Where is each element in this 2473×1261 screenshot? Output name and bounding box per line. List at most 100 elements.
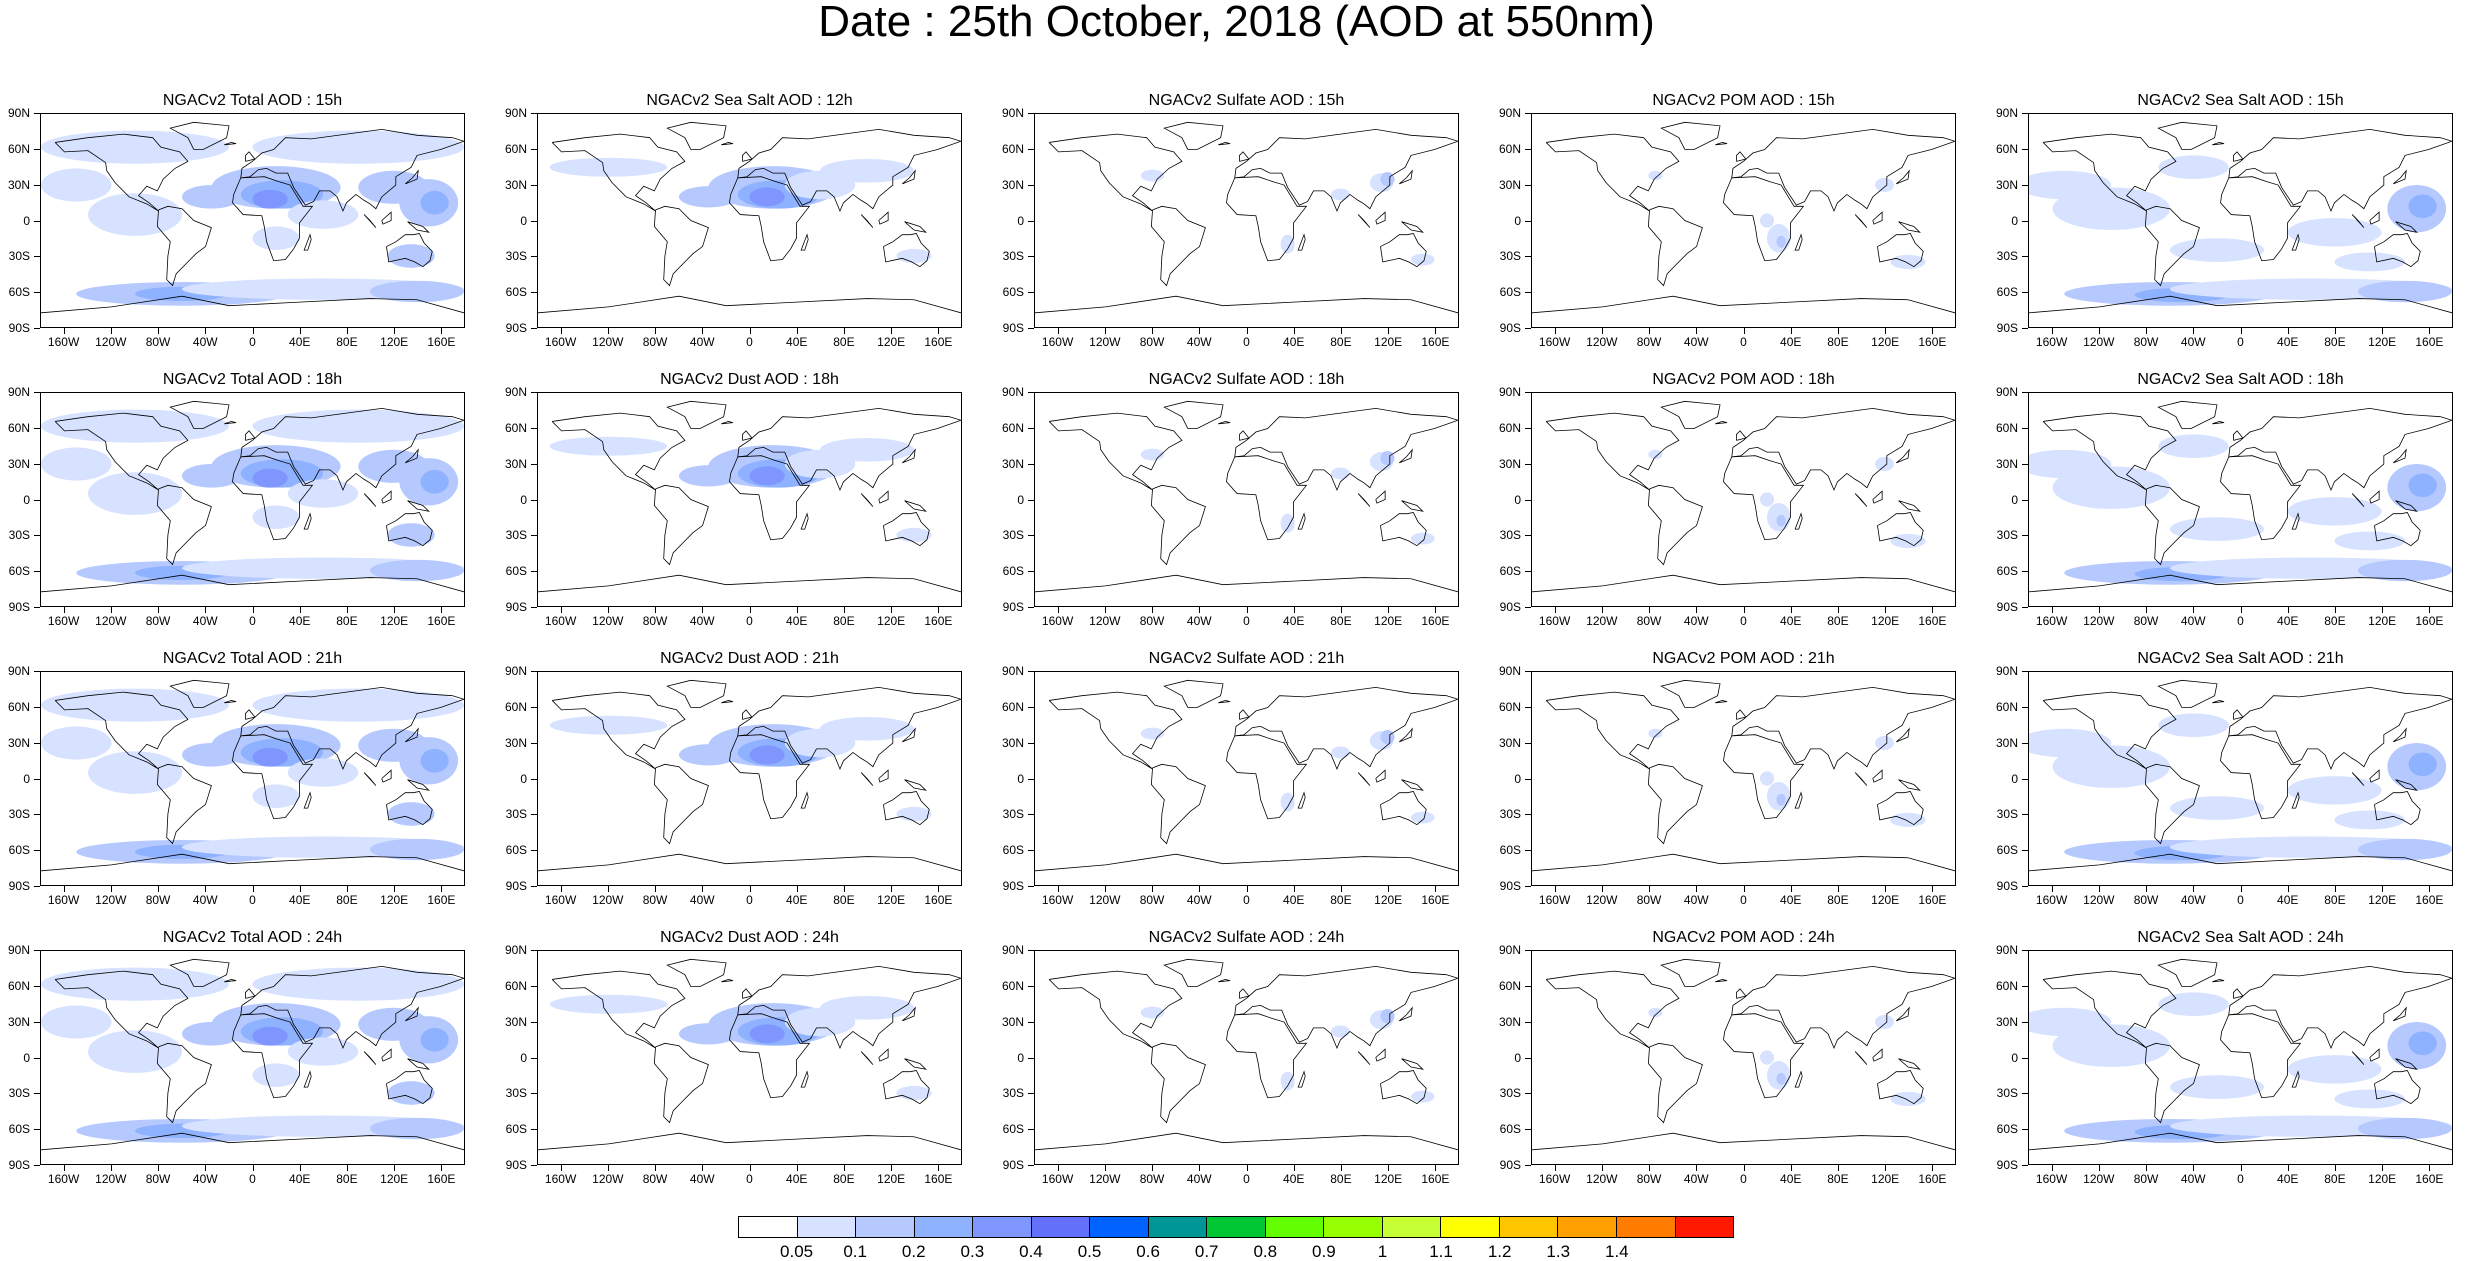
lat-label: 60S [1002, 843, 1024, 858]
coastline [1794, 233, 1803, 251]
aod-plume [1875, 177, 1894, 193]
coastline [2042, 412, 2177, 491]
coastline [737, 686, 961, 771]
lon-tick [2240, 886, 2242, 892]
lat-label: 90N [1995, 943, 2018, 957]
lat-tick [2022, 463, 2028, 465]
colorbar-box [1265, 1217, 1325, 1237]
lat-label: 60S [1002, 564, 1024, 579]
aod-map [538, 400, 961, 593]
lon-tick [63, 328, 65, 334]
lon-tick [299, 607, 301, 613]
aod-plume [252, 967, 464, 1001]
lat-label: 90S [1499, 600, 1521, 614]
aod-plume [1331, 1025, 1350, 1038]
coastline [381, 490, 392, 504]
lon-label: 80W [145, 335, 171, 349]
coastline [902, 727, 916, 743]
colorbar-label: 0.6 [1136, 1242, 1160, 1261]
aod-plume [252, 409, 464, 443]
coastline [1401, 500, 1424, 512]
aod-plume [88, 751, 182, 794]
lat-label: 30S [1499, 249, 1521, 264]
lon-label: 40E [289, 614, 311, 628]
lat-label: 90S [1499, 321, 1521, 335]
lat-tick [531, 571, 537, 573]
lat-tick [531, 1057, 537, 1059]
lat-label: 90S [8, 1158, 30, 1172]
colorbar-label: 0.5 [1077, 1242, 1102, 1261]
lon-tick [1293, 886, 1295, 892]
lat-tick [531, 328, 537, 329]
colorbar-label: 1.4 [1604, 1242, 1629, 1261]
lon-label: 40E [1780, 614, 1802, 628]
aod-plume [1280, 1071, 1295, 1091]
aod-plume [2170, 796, 2264, 820]
panel-title: NGACv2 Total AOD : 18h [162, 371, 343, 388]
lon-tick [2051, 607, 2053, 613]
lat-label: 60N [1995, 699, 2018, 714]
lat-label: 60S [1002, 1122, 1024, 1137]
lon-tick [1199, 886, 1201, 892]
panel-title: NGACv2 Sulfate AOD : 18h [1148, 371, 1345, 388]
lon-tick [1554, 328, 1556, 334]
lon-label: 80E [1827, 1172, 1849, 1186]
lat-label: 60N [1498, 978, 1521, 993]
aod-map [2029, 400, 2452, 593]
lon-label: 160W [544, 1172, 577, 1186]
lon-tick [346, 328, 348, 334]
lon-label: 40W [1186, 1172, 1212, 1186]
aod-plume [1280, 513, 1295, 533]
coastline [653, 484, 709, 566]
panel-title: NGACv2 POM AOD : 18h [1652, 371, 1835, 388]
coastline [2029, 574, 2452, 593]
lat-tick [2022, 950, 2028, 951]
lon-label: 120E [2368, 893, 2397, 907]
panel-title: NGACv2 Sea Salt AOD : 18h [2137, 371, 2344, 388]
lat-tick [531, 607, 537, 608]
lon-tick [2146, 886, 2148, 892]
lon-label: 80W [1139, 335, 1165, 349]
lat-tick [1028, 328, 1034, 329]
lon-label: 0 [2237, 335, 2244, 349]
coastline [1532, 853, 1955, 872]
coastline [2395, 221, 2418, 233]
lon-tick [1057, 328, 1059, 334]
coastline [904, 500, 927, 512]
lon-label: 80E [336, 335, 358, 349]
lat-label: 90S [505, 321, 527, 335]
aod-plume [549, 157, 668, 177]
map-frame [40, 113, 465, 328]
coastline [721, 700, 734, 704]
lat-tick [1525, 328, 1531, 329]
lat-tick [531, 148, 537, 150]
lon-tick [1790, 886, 1792, 892]
coastline [224, 142, 237, 146]
lon-label: 80W [642, 1172, 668, 1186]
lon-tick [1649, 1165, 1651, 1171]
coastline [1239, 430, 1250, 441]
coastline [2042, 133, 2177, 212]
coastline [904, 1058, 927, 1070]
lon-tick [1885, 886, 1887, 892]
lon-label: 80E [2324, 335, 2346, 349]
lon-tick [796, 1165, 798, 1171]
lat-tick [34, 607, 40, 608]
lon-label: 80W [145, 614, 171, 628]
colorbar-box [1382, 1217, 1442, 1237]
lat-label: 0 [1017, 213, 1024, 228]
lat-tick [1028, 778, 1034, 780]
lon-label: 160W [544, 893, 577, 907]
lon-tick [299, 328, 301, 334]
coastline [737, 407, 961, 492]
lat-tick [34, 1165, 40, 1166]
lat-label: 90N [1001, 664, 1024, 678]
coastline [363, 772, 377, 786]
lat-tick [2022, 671, 2028, 672]
lat-tick [1028, 184, 1034, 186]
lon-tick [299, 1165, 301, 1171]
lat-tick [1028, 850, 1034, 852]
lon-label: 120E [1374, 1172, 1403, 1186]
lon-label: 120W [1586, 335, 1618, 349]
aod-plume [252, 505, 300, 530]
